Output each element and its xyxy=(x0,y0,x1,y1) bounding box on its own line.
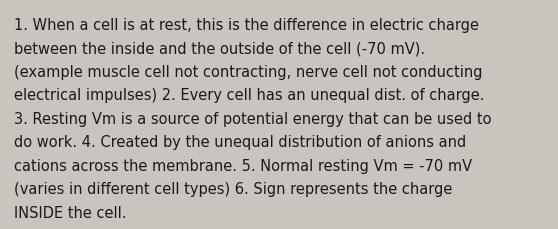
Text: INSIDE the cell.: INSIDE the cell. xyxy=(14,205,127,220)
Text: do work. 4. Created by the unequal distribution of anions and: do work. 4. Created by the unequal distr… xyxy=(14,135,466,150)
Text: 1. When a cell is at rest, this is the difference in electric charge: 1. When a cell is at rest, this is the d… xyxy=(14,18,479,33)
Text: electrical impulses) 2. Every cell has an unequal dist. of charge.: electrical impulses) 2. Every cell has a… xyxy=(14,88,484,103)
Text: between the inside and the outside of the cell (-70 mV).: between the inside and the outside of th… xyxy=(14,41,425,56)
Text: (example muscle cell not contracting, nerve cell not conducting: (example muscle cell not contracting, ne… xyxy=(14,65,483,80)
Text: (varies in different cell types) 6. Sign represents the charge: (varies in different cell types) 6. Sign… xyxy=(14,182,453,197)
Text: cations across the membrane. 5. Normal resting Vm = -70 mV: cations across the membrane. 5. Normal r… xyxy=(14,158,472,173)
Text: 3. Resting Vm is a source of potential energy that can be used to: 3. Resting Vm is a source of potential e… xyxy=(14,112,492,126)
